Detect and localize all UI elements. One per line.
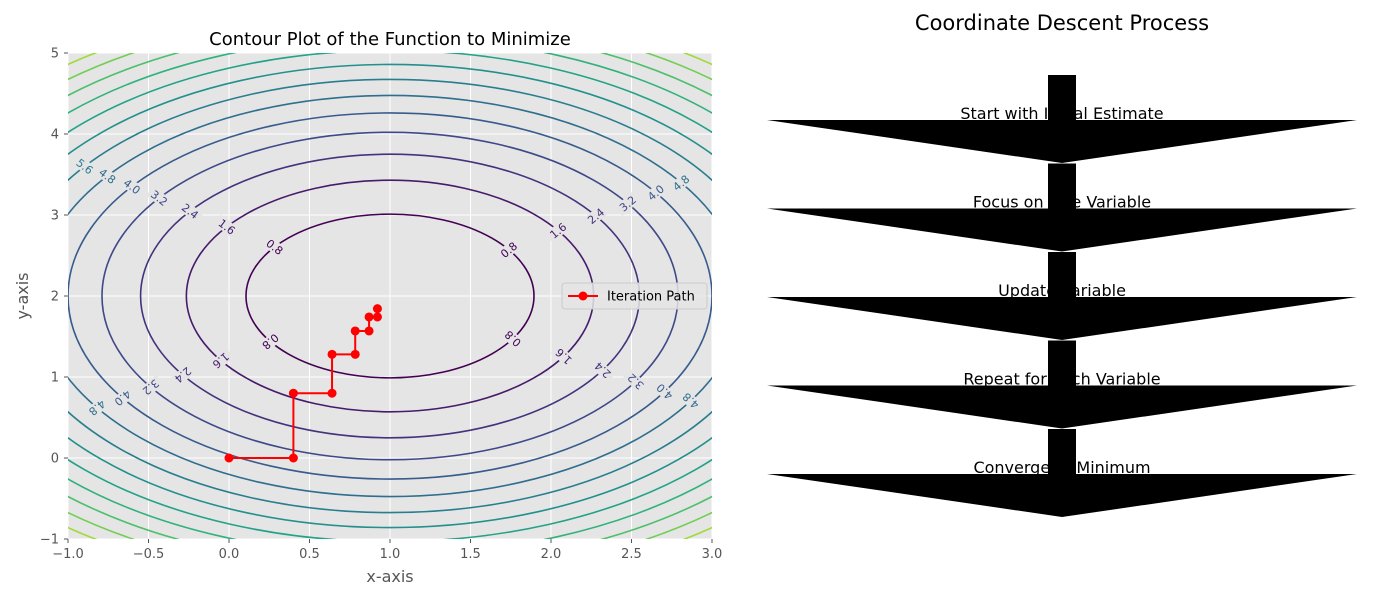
flow-arrow — [767, 340, 1357, 429]
contour-label-bg — [668, 170, 695, 196]
flow-arrow — [767, 163, 1357, 252]
contour-label-bg — [677, 388, 704, 414]
x-axis-label: x-axis — [366, 567, 413, 586]
contour-label-bg — [550, 343, 577, 370]
y-tick-label: 5 — [51, 47, 59, 62]
contour-label-bg — [582, 203, 609, 229]
contour-label-bg — [622, 369, 649, 395]
contour-lines — [68, 53, 712, 539]
contour-label-bg — [589, 357, 616, 383]
x-tick-label: 1.5 — [460, 547, 481, 562]
y-tick-label: −1 — [40, 533, 59, 548]
flowchart: Coordinate Descent Process Start with In… — [767, 11, 1357, 517]
y-tick-label: 3 — [51, 209, 59, 224]
iteration-point — [350, 326, 360, 336]
y-tick-label: 4 — [51, 128, 59, 143]
x-tick-label: 3.0 — [702, 547, 723, 562]
flow-arrow — [767, 252, 1357, 340]
flow-arrow — [767, 429, 1357, 517]
y-tick-label: 2 — [51, 290, 59, 305]
contour-label-bg — [257, 329, 284, 354]
iteration-point — [364, 312, 374, 322]
y-tick-label: 0 — [51, 452, 59, 467]
contour-label-bg — [84, 395, 111, 421]
iteration-point — [327, 349, 337, 359]
y-axis-label: y-axis — [13, 272, 32, 319]
iteration-point — [288, 388, 298, 398]
contour-chart: Contour Plot of the Function to Minimize… — [13, 29, 722, 586]
contour-level — [68, 63, 712, 529]
contour-label-bg — [261, 234, 288, 260]
legend-box — [561, 282, 708, 310]
iteration-point — [364, 326, 374, 336]
x-tick-label: 0.0 — [219, 547, 240, 562]
iteration-path — [224, 304, 382, 463]
y-ticks: −1 0 1 2 3 4 5 — [40, 47, 68, 548]
iteration-point — [327, 388, 337, 398]
contour-label-bg — [614, 191, 641, 216]
iteration-point — [288, 453, 298, 463]
x-tick-label: 2.5 — [621, 547, 642, 562]
flow-step-label: Start with Initial Estimate — [960, 104, 1163, 123]
contour-label-bg — [109, 385, 136, 411]
iteration-point — [224, 453, 234, 463]
contour-level — [68, 78, 712, 514]
legend: Iteration Path — [561, 282, 708, 310]
flow-step-label: Repeat for Each Variable — [963, 370, 1160, 389]
contour-label-bg — [651, 379, 678, 405]
contour-label-bg — [642, 180, 669, 205]
flow-step-label: Update Variable — [998, 281, 1126, 300]
contour-label-bg — [499, 326, 526, 352]
contour-label-bg — [207, 348, 234, 373]
contour-label-bg — [71, 154, 98, 179]
contour-chart-title: Contour Plot of the Function to Minimize — [209, 29, 571, 50]
iteration-point — [372, 304, 382, 314]
contour-label-bg — [146, 185, 173, 211]
contour-label-bg — [169, 362, 197, 388]
x-tick-label: −0.5 — [133, 547, 165, 562]
contour-level — [68, 112, 712, 480]
contour-label-bg — [118, 174, 146, 199]
flowchart-title: Coordinate Descent Process — [915, 11, 1209, 35]
x-tick-label: 2.0 — [541, 547, 562, 562]
flow-steps: Start with Initial Estimate Focus on One … — [767, 75, 1357, 517]
x-tick-label: 0.5 — [299, 547, 320, 562]
contour-label-bg — [137, 374, 164, 400]
iteration-point — [350, 349, 360, 359]
contour-label-bg — [495, 237, 522, 263]
x-tick-label: −1.0 — [52, 547, 84, 562]
x-ticks: −1.0 −0.5 0.0 0.5 1.0 1.5 2.0 2.5 3.0 — [52, 539, 722, 562]
x-tick-label: 1.0 — [380, 547, 401, 562]
legend-label: Iteration Path — [607, 290, 695, 305]
flow-step-label: Focus on One Variable — [973, 193, 1151, 212]
iteration-point — [372, 312, 382, 322]
contour-label-bg — [545, 218, 572, 243]
contour-level — [68, 94, 712, 498]
contour-label-bg — [176, 199, 204, 224]
flow-step-label: Converge to Minimum — [973, 458, 1150, 477]
contour-label-bg — [213, 214, 241, 239]
flow-arrow — [767, 75, 1357, 163]
contour-label-bg — [94, 163, 121, 189]
y-tick-label: 1 — [51, 371, 59, 386]
legend-marker — [578, 291, 588, 301]
contour-level — [245, 213, 535, 379]
